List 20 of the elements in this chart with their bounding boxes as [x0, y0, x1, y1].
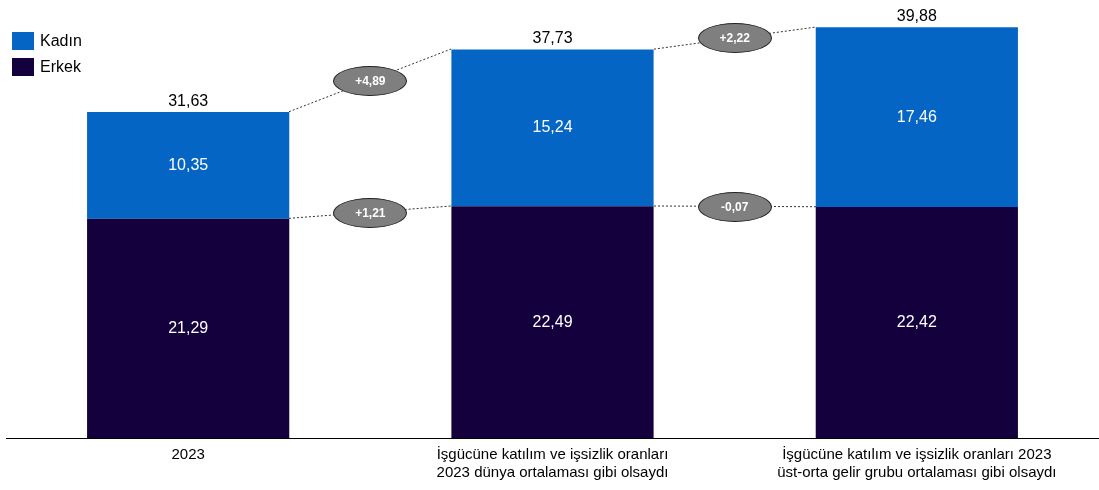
bar — [815, 27, 1018, 208]
x-tick-label: 2023 — [171, 445, 205, 463]
data-label: 22,42 — [896, 312, 937, 330]
bar — [451, 206, 654, 438]
x-tick-label: İşgücüne katılım ve işsizlik oranları 2023 üst-orta gelir grubu ortalaması gibi olsaydı — [777, 445, 1057, 481]
legend-label: Kadın — [40, 32, 82, 50]
data-label: 17,46 — [896, 107, 937, 125]
total-label: 31,63 — [168, 91, 209, 109]
data-label: 21,29 — [168, 318, 209, 336]
bar — [87, 218, 290, 438]
data-label: 22,49 — [532, 312, 573, 330]
data-label: 10,35 — [168, 155, 209, 173]
total-label: 39,88 — [896, 6, 937, 24]
bar — [451, 49, 654, 207]
x-tick-label: İşgücüne katılım ve işsizlik oranları 2023 dünya ortalaması gibi olsaydı — [436, 445, 669, 481]
bar — [87, 112, 290, 219]
total-label: 37,73 — [532, 28, 573, 46]
bar — [815, 207, 1018, 438]
data-label: 15,24 — [532, 118, 573, 136]
legend-label: Erkek — [40, 58, 81, 76]
